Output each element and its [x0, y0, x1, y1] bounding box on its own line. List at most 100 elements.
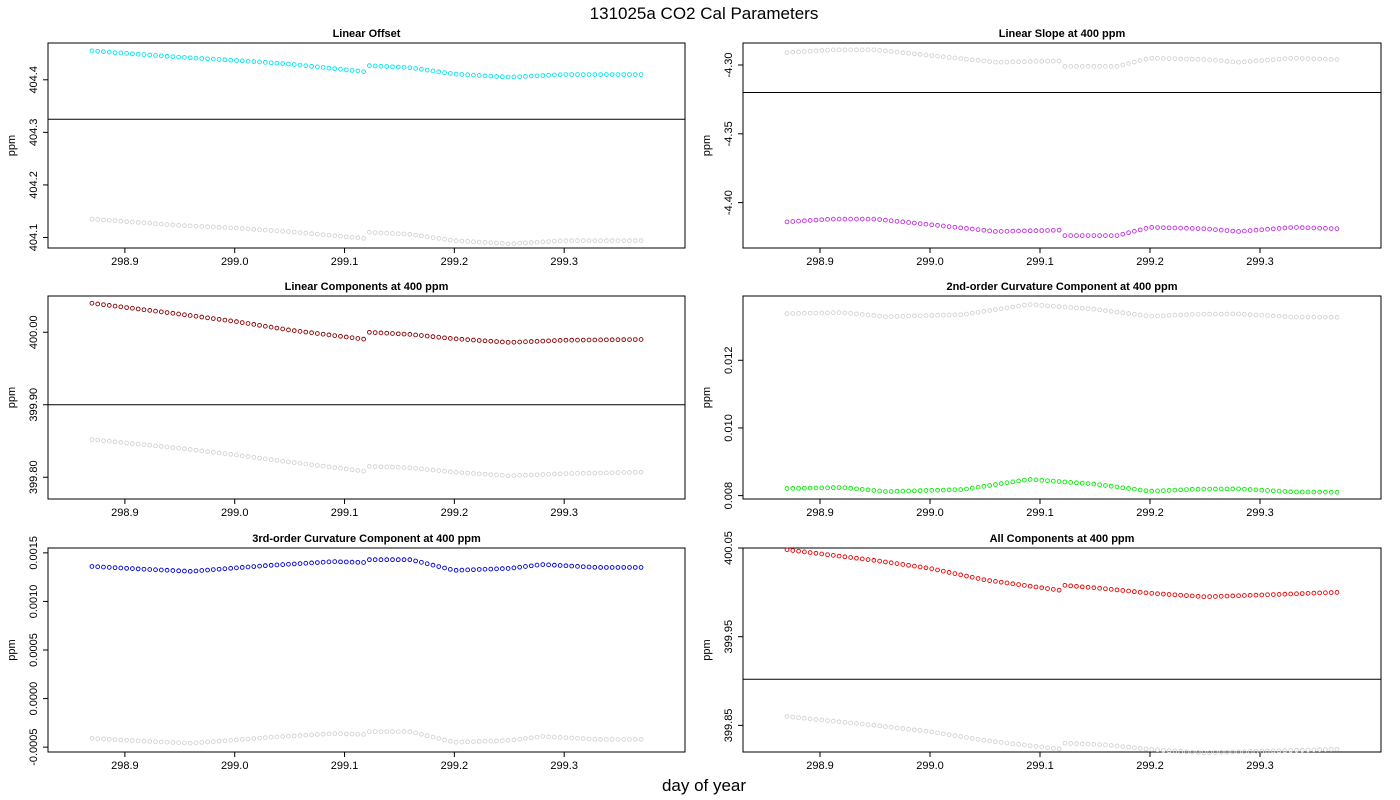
data-point: [141, 738, 147, 744]
data-point: [182, 740, 187, 746]
data-point: [1178, 312, 1184, 318]
data-point: [1323, 314, 1328, 320]
data-point: [906, 488, 911, 494]
data-point: [407, 465, 413, 471]
data-point: [854, 47, 859, 53]
data-point: [917, 564, 923, 570]
data-point: [1294, 55, 1299, 61]
data-point: [1184, 312, 1189, 317]
data-point: [187, 223, 193, 229]
y-axis-label: ppm: [701, 135, 713, 156]
data-point: [164, 567, 170, 573]
x-tick-label: 299.0: [221, 256, 249, 268]
data-point: [355, 336, 361, 341]
data-point: [1328, 590, 1334, 595]
data-point: [401, 331, 407, 337]
data-point: [1137, 227, 1143, 233]
data-point: [1334, 226, 1340, 232]
data-point: [540, 73, 546, 78]
x-tick-label: 299.1: [1026, 760, 1054, 772]
data-point: [912, 51, 917, 57]
data-point: [1160, 56, 1166, 61]
data-point: [482, 240, 488, 245]
data-point: [459, 72, 465, 77]
data-point: [877, 558, 882, 564]
x-tick-label: 299.2: [441, 256, 469, 268]
data-point: [598, 72, 603, 77]
data-point: [1224, 58, 1230, 64]
data-point: [1276, 313, 1282, 319]
data-point: [1259, 312, 1265, 318]
data-point: [609, 737, 615, 742]
data-point: [280, 734, 286, 739]
data-point: [153, 739, 158, 745]
data-point: [355, 468, 361, 473]
data-point: [586, 337, 592, 343]
data-point: [505, 473, 511, 479]
data-point: [1068, 741, 1074, 746]
data-point: [1288, 225, 1294, 230]
data-point: [199, 56, 205, 61]
data-point: [569, 563, 575, 569]
data-point: [802, 310, 807, 316]
y-tick-label: 404.2: [28, 171, 40, 199]
data-point: [239, 565, 245, 570]
data-point: [987, 59, 992, 64]
data-point: [1265, 226, 1270, 232]
data-point: [923, 221, 929, 227]
data-point: [170, 222, 176, 228]
data-point: [447, 567, 453, 572]
data-point: [1288, 55, 1294, 61]
data-point: [859, 312, 865, 317]
data-point: [309, 732, 314, 738]
data-point: [326, 65, 332, 71]
data-point: [297, 460, 303, 466]
data-point: [476, 471, 482, 477]
data-point: [320, 331, 326, 337]
data-point: [384, 557, 390, 563]
data-point: [946, 570, 952, 575]
y-tick-label: 0.0005: [28, 633, 40, 667]
data-point: [1236, 749, 1241, 755]
data-point: [790, 219, 796, 224]
data-point: [384, 330, 390, 336]
data-point: [784, 547, 790, 553]
data-point: [505, 241, 511, 247]
data-point: [1259, 227, 1265, 233]
data-point: [1172, 225, 1178, 231]
data-point: [349, 467, 355, 473]
data-point: [1282, 56, 1288, 62]
data-point: [929, 53, 935, 58]
data-point: [557, 563, 563, 568]
data-point: [338, 333, 343, 339]
data-point: [343, 67, 349, 73]
data-point: [1236, 593, 1241, 599]
data-point: [153, 567, 158, 573]
data-point: [569, 735, 575, 741]
data-point: [291, 62, 297, 67]
data-point: [819, 485, 825, 491]
data-point: [280, 458, 286, 464]
data-point: [1253, 487, 1259, 493]
data-point: [802, 218, 807, 224]
data-point: [830, 718, 836, 724]
data-point: [320, 65, 326, 70]
data-point: [517, 339, 523, 345]
data-point: [1010, 59, 1016, 65]
data-point: [604, 737, 609, 742]
data-point: [877, 217, 882, 222]
data-point: [1045, 303, 1050, 309]
data-point: [1270, 57, 1276, 62]
data-point: [326, 464, 332, 470]
data-point: [291, 733, 297, 739]
data-point: [1294, 314, 1299, 320]
data-point: [1213, 486, 1218, 492]
data-point: [262, 227, 268, 233]
data-point: [1247, 228, 1253, 233]
y-axis-label: ppm: [701, 639, 713, 660]
data-point: [1178, 592, 1184, 598]
data-point: [836, 310, 842, 315]
data-point: [1155, 591, 1160, 597]
data-point: [836, 719, 842, 725]
data-point: [546, 72, 551, 78]
